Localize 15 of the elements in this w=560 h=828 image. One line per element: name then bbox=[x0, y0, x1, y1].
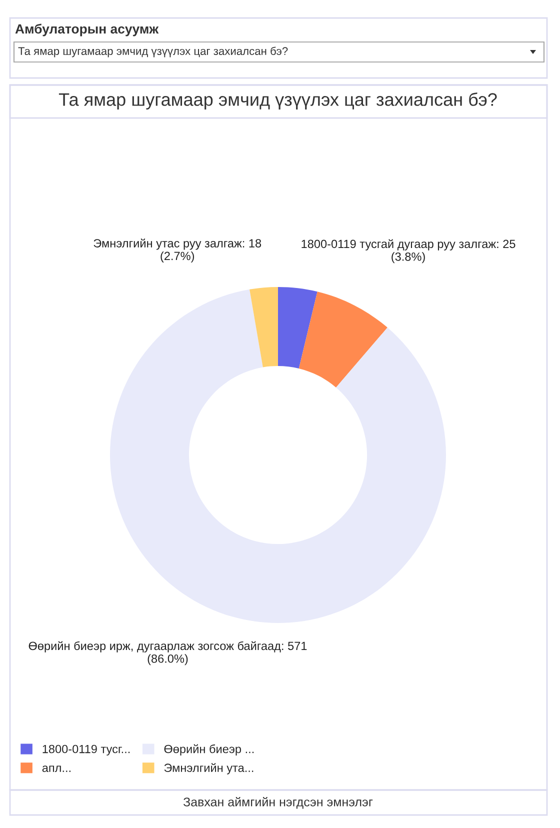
donut-slice bbox=[110, 289, 446, 623]
donut-slice bbox=[278, 287, 318, 368]
donut-slice bbox=[298, 292, 388, 388]
legend-label: Эмнэлгийн ута... bbox=[164, 763, 254, 774]
chart-title: Та ямар шугамаар эмчид үзүүлэх цаг захиалсан бэ? bbox=[58, 92, 497, 110]
text: Та ямар шугамаар эмчид үзүүлэх цаг захиалсан бэ? bbox=[18, 46, 288, 58]
legend-label: 1800-0119 тусг... bbox=[42, 744, 130, 756]
legend-label: Өөрийн биеэр ... bbox=[164, 744, 254, 756]
legend-label: апл... bbox=[42, 766, 70, 772]
data-label: Өөрийн биеэр ирж, дугаарлаж зогсож байгаад: 571 (86.0%) bbox=[28, 641, 307, 666]
donut-slice bbox=[250, 287, 278, 368]
data-label: Эмнэлгийн утас руу залгаж: 18 (2.7%) bbox=[94, 238, 262, 262]
text: Завхан аймгийн нэгдсэн эмнэлэг bbox=[183, 797, 373, 809]
data-label: 1800-0119 тусгай дугаар руу залгаж: 25 (3.8%) bbox=[302, 239, 516, 264]
text: Амбулаторын асуумж bbox=[15, 24, 159, 36]
